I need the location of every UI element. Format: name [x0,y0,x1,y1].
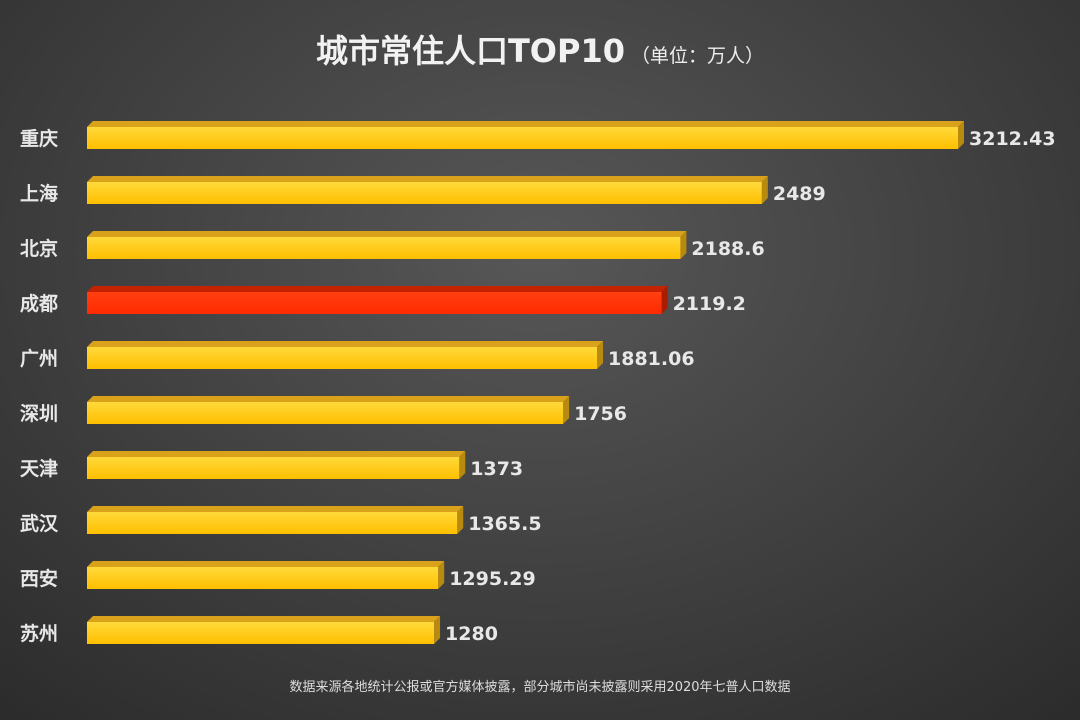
bar-side [661,286,668,314]
bar-top [87,286,668,292]
bar-top [87,506,464,512]
bar [87,237,681,259]
data-label: 2188.6 [691,238,764,260]
category-label: 天津 [20,457,58,480]
bar-side [459,451,466,479]
category-label: 成都 [20,292,58,315]
bar-side [680,231,687,259]
bar-top [87,561,445,567]
bar-side [434,616,441,644]
data-label: 2119.2 [673,293,746,315]
bar [87,457,460,479]
bar-top [87,231,687,237]
bar [87,127,958,149]
data-label: 3212.43 [969,128,1056,150]
category-label: 武汉 [20,513,59,535]
bar-top [87,616,441,622]
bar-side [597,341,604,369]
bar-top [87,176,768,182]
category-label: 广州 [20,347,58,370]
chart-subtitle: （单位：万人） [631,45,765,67]
bar-side [761,176,768,204]
data-label: 1365.5 [468,513,541,535]
footnote: 数据来源各地统计公报或官方媒体披露，部分城市尚未披露则采用2020年七普人口数据 [289,680,791,695]
bar-side [563,396,570,424]
chart-title-block: 城市常住人口TOP10 （单位：万人） [0,26,1080,72]
bar [87,402,564,424]
category-label: 苏州 [20,622,58,645]
bar [87,567,439,589]
bar [87,292,662,314]
data-label: 1881.06 [608,348,695,370]
bar-top [87,451,466,457]
data-label: 1756 [574,403,627,425]
bar-top [87,121,964,127]
data-label: 1373 [470,458,523,480]
category-label: 北京 [20,237,58,260]
bar [87,182,762,204]
data-label: 1295.29 [449,568,536,590]
category-label: 深圳 [20,402,58,425]
bar-side [438,561,445,589]
chart-title: 城市常住人口TOP10 [315,32,625,70]
category-label: 上海 [20,182,58,205]
bar [87,347,598,369]
bar-side [457,506,464,534]
bar [87,512,458,534]
bar-side [958,121,964,149]
category-label: 西安 [20,567,58,590]
bar-top [87,341,604,347]
data-label: 1280 [445,623,498,645]
data-label: 2489 [773,183,826,205]
category-label: 重庆 [20,127,58,150]
bar-top [87,396,570,402]
bar [87,622,435,644]
